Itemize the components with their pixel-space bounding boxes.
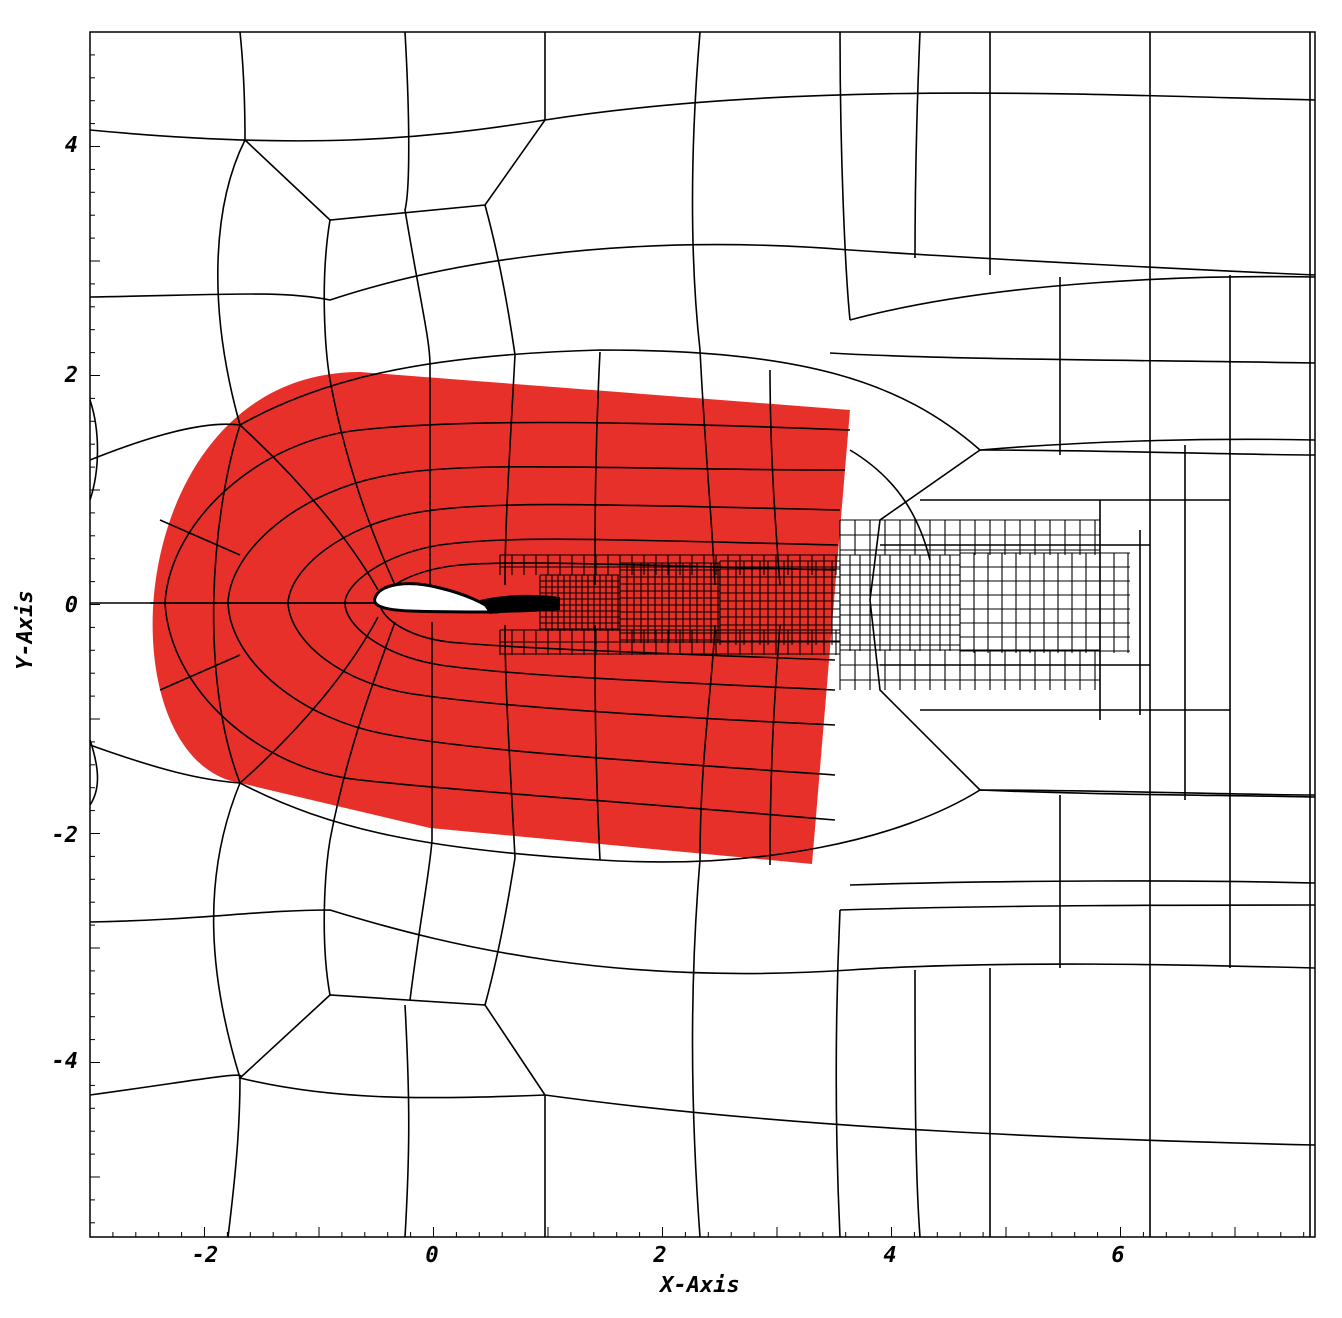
x-axis-minor-ticks: [89, 1227, 1305, 1237]
inner-mesh: [150, 349, 851, 866]
wake-refinement-grid: [499, 519, 1130, 690]
x-axis-title: X-Axis: [658, 1273, 739, 1298]
y-axis-minor-ticks: [90, 31, 100, 1224]
x-tick-4: 4: [883, 1243, 896, 1268]
y-tick-neg4: -4: [52, 1049, 79, 1074]
y-axis-title: Y-Axis: [13, 590, 38, 669]
x-tick-2: 2: [652, 1243, 666, 1268]
x-tick-0: 0: [425, 1243, 438, 1268]
y-tick-4: 4: [65, 133, 78, 158]
x-tick-neg2: -2: [192, 1243, 219, 1268]
plot-frame: [89, 31, 1316, 1238]
trailing-edge-dense-cells: [480, 594, 560, 614]
y-tick-2: 2: [64, 363, 78, 388]
y-tick-neg2: -2: [52, 823, 79, 848]
x-tick-6: 6: [1111, 1243, 1124, 1268]
y-tick-0: 0: [65, 593, 78, 618]
refinement-zone: [152, 372, 851, 864]
